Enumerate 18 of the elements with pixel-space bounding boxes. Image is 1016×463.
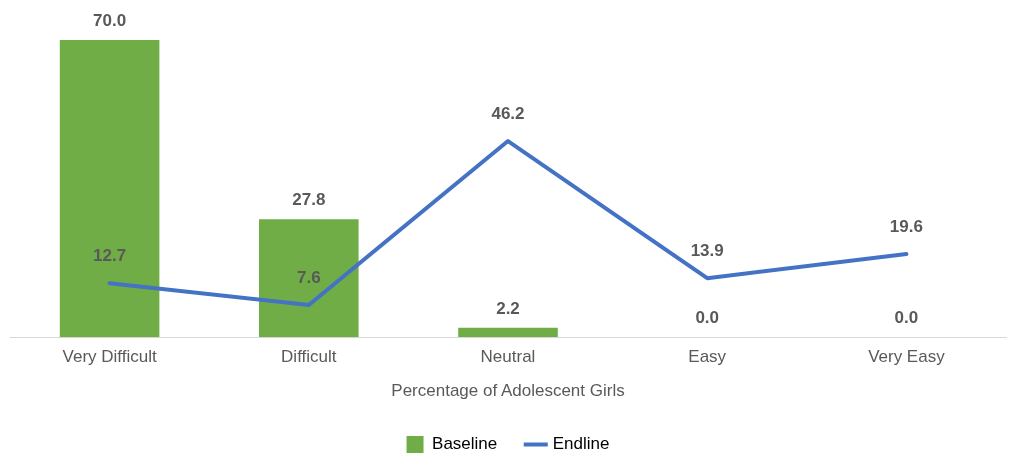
- data-label: 7.6: [296, 268, 321, 288]
- x-tick-label: Very Difficult: [62, 347, 157, 367]
- data-label: 46.2: [491, 104, 525, 124]
- data-label: 13.9: [690, 241, 724, 261]
- x-tick-label: Neutral: [480, 347, 536, 367]
- data-label: 0.0: [894, 308, 919, 328]
- data-label: 70.0: [93, 11, 127, 31]
- x-tick-label: Very Easy: [868, 347, 946, 367]
- x-tick-label: Easy: [688, 347, 727, 367]
- legend-label: Baseline: [432, 434, 498, 454]
- x-tick-label: Difficult: [281, 347, 337, 367]
- legend-label: Endline: [552, 434, 610, 454]
- x-axis-title: Percentage of Adolescent Girls: [391, 381, 625, 401]
- data-label: 27.8: [292, 190, 326, 210]
- data-label: 12.7: [93, 246, 127, 266]
- data-label: 19.6: [889, 217, 923, 237]
- data-label: 2.2: [496, 299, 520, 319]
- data-label: 0.0: [695, 308, 720, 328]
